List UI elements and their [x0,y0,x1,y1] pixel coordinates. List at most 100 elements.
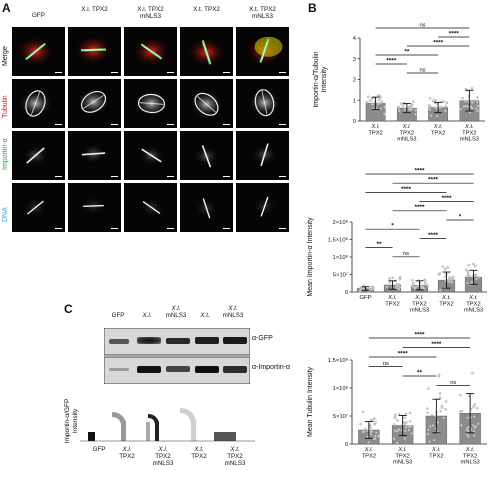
data-point [444,109,447,113]
data-point [424,281,427,285]
data-point [414,113,417,116]
data-point [396,429,399,433]
data-point [428,440,431,443]
y-tick-label: 1×10⁸ [332,254,348,261]
x-category-1-line2: TPX2 [400,130,415,136]
band-gfp-lane5 [223,337,247,344]
data-point [373,422,376,426]
data-point [420,285,423,288]
data-point [377,98,381,102]
data-point [393,429,397,432]
data-point [428,96,432,100]
lane-label-1: X.l. [133,312,161,319]
data-point [450,281,454,284]
data-point [476,100,479,104]
y-tick-label: 4 [353,36,357,42]
scale-bar [223,123,230,125]
sig-label-9: ns [403,251,409,257]
data-point [408,108,412,112]
panel-c-xcat-2: X.l. TPX2 mNLS3 [146,446,180,467]
scale-bar [279,227,286,229]
data-point [467,263,471,267]
lane-label-4: X.t. mNLS3 [219,305,247,319]
glyph-xl-mnls3-light [146,422,150,441]
xcat-line2: TPX2 [191,453,207,460]
data-point [426,432,430,436]
sig-label-0: **** [414,331,425,338]
data-point [380,101,383,105]
data-point [446,266,449,269]
data-point [397,109,401,112]
data-point [461,96,464,100]
panel-c-letter: C [64,302,73,316]
data-point [393,416,397,420]
lane-label-line2: mNLS3 [165,312,187,319]
scale-bar [223,175,230,177]
lane-label-0: GFP [104,312,132,319]
data-point [366,429,369,433]
data-point [395,441,399,445]
row-label-3: DNA [2,206,9,222]
data-point [367,441,370,444]
data-point [460,409,464,413]
micrograph-r1-c0 [12,79,65,128]
sig-label-2: **** [398,350,409,357]
micrograph-r2-c3 [180,131,233,180]
data-point [465,433,469,436]
data-point [472,430,476,433]
xcat-line1: GFP [92,446,106,453]
x-category-2-line1: X.t. [431,447,441,453]
y-tick-label: 1 [353,98,356,104]
scale-bar [223,227,230,229]
xcat-line2: TPX2 [227,453,243,460]
data-point [383,105,386,109]
data-point [439,105,443,109]
micrograph-r0-c2 [124,27,177,76]
data-point [412,281,415,285]
band-gfp-lane2 [137,337,161,344]
x-category-1-line2: TPX2 [395,453,410,459]
sig-label-5: * [459,213,462,220]
data-point [425,407,429,410]
column-title-4: X.t. TPX2 mNLS3 [236,6,289,20]
data-point [413,286,417,290]
data-point [472,434,476,438]
x-category-2-line1: X.l. [414,295,423,301]
data-point [392,423,396,426]
column-title-2: X.l. TPX2 mNLS3 [124,6,177,20]
x-category-3-line2: TPX2 [462,130,477,136]
data-point [409,103,413,107]
y-tick-label: 1.5×10⁸ [328,237,349,244]
data-point [473,426,477,430]
data-point [369,418,373,422]
data-point [404,429,407,433]
data-point [445,101,449,105]
glyph-xl-tpx2 [112,412,126,441]
row-label-2: Importin-α [2,137,9,170]
xcat-line1: X.l. [158,446,168,453]
data-point [468,111,472,114]
xcat-line2: TPX2 [119,453,135,460]
sig-label-2: **** [401,186,412,193]
data-point [367,95,370,99]
y-axis-label: Mean Tubulin Intensity [307,366,314,437]
data-point [408,420,412,423]
data-point [476,109,479,113]
data-point [388,281,392,284]
xcat-line2: TPX2 [155,453,171,460]
sig-label-3: ns [383,361,389,367]
band-gfp-lane1 [109,339,129,344]
data-point [475,406,479,410]
x-category-1-line1: X.l. [402,124,411,130]
band-importin-lane2 [137,366,161,373]
data-point [441,265,445,268]
data-point [373,434,377,438]
xcat-line3: mNLS3 [224,460,246,467]
data-point [394,413,397,417]
data-point [430,413,434,417]
data-point [442,100,446,104]
x-category-4-line2: TPX2 [466,301,481,307]
data-point [477,422,480,426]
data-point [470,87,474,90]
x-category-3-line3: mNLS3 [460,137,479,143]
